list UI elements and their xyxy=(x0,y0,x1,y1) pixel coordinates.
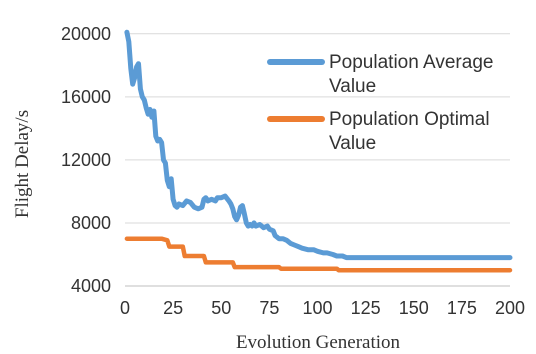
y-tick-label-4: 20000 xyxy=(61,24,111,44)
x-tick-label-2: 50 xyxy=(211,298,231,318)
x-tick-label-6: 150 xyxy=(399,298,429,318)
x-tick-label-8: 200 xyxy=(495,298,525,318)
x-tick-label-4: 100 xyxy=(302,298,332,318)
y-tick-label-0: 4000 xyxy=(71,276,111,296)
legend-label-average-line-2: Value xyxy=(329,76,376,97)
grid-layer xyxy=(125,33,510,287)
legend-label-average: Population Average Value xyxy=(329,52,499,97)
legend-label-average-line-1: Population Average xyxy=(329,52,493,73)
legend-label-optimal-line-2: Value xyxy=(329,133,376,154)
y-axis-title: Flight Delay/s xyxy=(12,110,33,218)
y-tick-label-3: 16000 xyxy=(61,87,111,107)
x-tick-label-1: 25 xyxy=(163,298,183,318)
series-line-average xyxy=(124,29,513,261)
tick-layer: 4000 8000 12000 16000 20000 0 25 50 75 100 125 150 1… xyxy=(61,24,525,318)
x-tick-label-5: 125 xyxy=(351,298,381,318)
series-line-optimal xyxy=(124,236,513,273)
legend-label-optimal: Population Optimal Value xyxy=(329,109,495,154)
x-axis-title: Evolution Generation xyxy=(236,332,401,353)
x-tick-label-3: 75 xyxy=(259,298,279,318)
x-tick-label-0: 0 xyxy=(120,298,130,318)
series-layer xyxy=(124,29,513,273)
legend: Population Average Value Population Opti… xyxy=(267,52,499,154)
x-tick-label-7: 175 xyxy=(447,298,477,318)
y-tick-label-2: 12000 xyxy=(61,150,111,170)
y-tick-label-1: 8000 xyxy=(71,213,111,233)
legend-label-optimal-line-1: Population Optimal xyxy=(329,109,490,130)
